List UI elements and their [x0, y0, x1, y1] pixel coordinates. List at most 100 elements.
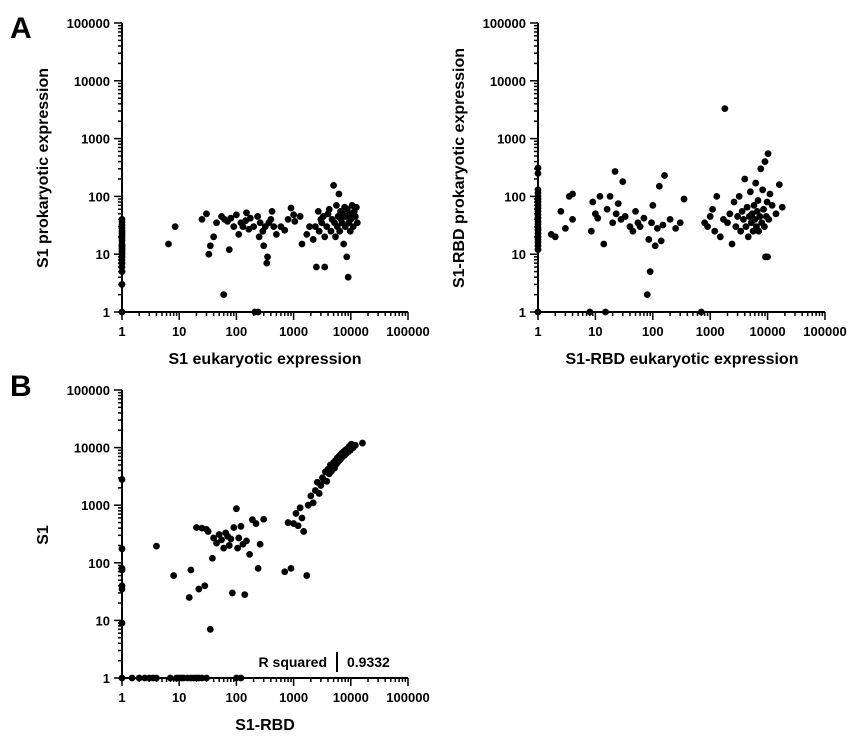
data-point [672, 224, 680, 232]
data-point [246, 550, 253, 558]
data-point [309, 236, 317, 243]
data-point [314, 208, 322, 215]
data-point [587, 227, 595, 235]
data-point [343, 253, 351, 261]
data-point [118, 545, 126, 553]
data-point [185, 594, 193, 601]
data-point [254, 213, 262, 220]
data-point [235, 534, 243, 542]
y-tick-label: 1 [103, 671, 110, 686]
data-point [738, 208, 746, 215]
data-point [606, 193, 614, 200]
data-point [711, 227, 719, 235]
data-point [629, 227, 637, 235]
x-tick-label: 100000 [386, 690, 429, 705]
data-point [534, 186, 542, 194]
data-point [643, 291, 651, 299]
data-point [340, 240, 348, 248]
data-point [344, 273, 352, 281]
data-point [557, 208, 565, 215]
data-point [740, 216, 747, 223]
data-point [284, 216, 292, 223]
y-tick-label: 100 [88, 556, 110, 571]
data-point [734, 213, 741, 220]
x-axis-title: S1-RBD [235, 717, 295, 734]
y-tick-label: 10 [512, 247, 526, 262]
y-tick-label: 10000 [74, 74, 110, 89]
data-point [228, 589, 236, 597]
data-point [205, 250, 213, 258]
data-point [761, 158, 769, 166]
data-point [757, 165, 765, 173]
data-point [218, 536, 225, 544]
data-point [260, 242, 268, 250]
data-point [561, 224, 569, 232]
data-point [118, 308, 126, 316]
data-point [649, 201, 657, 209]
x-tick-label: 100 [642, 324, 664, 339]
data-point [237, 522, 245, 530]
data-point [318, 219, 326, 227]
data-point [118, 281, 126, 288]
data-point [250, 223, 258, 231]
data-point [135, 674, 143, 682]
data-point [732, 223, 740, 231]
data-point [724, 219, 731, 227]
y-axis-title: S1 prokaryotic expression [35, 68, 52, 268]
data-point [569, 190, 576, 198]
data-point [353, 219, 361, 227]
data-point [534, 308, 542, 316]
y-tick-label: 1000 [497, 132, 526, 147]
data-point [230, 524, 238, 531]
data-point [778, 203, 786, 211]
x-tick-label: 100000 [803, 324, 846, 339]
data-point [239, 223, 247, 231]
data-point [256, 219, 264, 227]
data-point [118, 216, 126, 223]
y-axis-title: S1 [35, 525, 52, 545]
data-point [351, 441, 359, 449]
data-point [315, 227, 323, 235]
data-point [351, 213, 359, 220]
data-point [619, 178, 627, 186]
data-point [225, 246, 233, 254]
data-point [237, 674, 245, 682]
y-tick-label: 100000 [67, 16, 110, 31]
x-tick-label: 1 [118, 324, 125, 339]
data-point [764, 150, 772, 158]
data-point [311, 223, 319, 231]
data-point [315, 490, 323, 497]
x-axis-title: S1 eukaryotic expression [169, 351, 362, 368]
data-point [659, 221, 667, 229]
data-point [759, 186, 767, 194]
data-point [330, 181, 337, 189]
data-point [291, 217, 299, 225]
y-tick-label: 100000 [483, 16, 526, 31]
data-point [312, 263, 320, 271]
x-tick-label: 100000 [386, 324, 429, 339]
data-point [754, 197, 762, 204]
data-point [296, 213, 304, 220]
data-point [751, 216, 759, 223]
data-point [750, 201, 758, 209]
data-point [716, 233, 724, 241]
data-point [241, 591, 249, 599]
data-point [332, 233, 339, 241]
data-point [303, 231, 311, 238]
data-point [263, 259, 271, 267]
x-tick-label: 100 [226, 690, 248, 705]
y-tick-label: 10000 [490, 74, 526, 89]
data-point [534, 169, 542, 177]
data-point [281, 568, 289, 576]
data-point [594, 214, 602, 222]
panel-letter-b: B [10, 370, 32, 403]
x-tick-label: 10000 [750, 324, 786, 339]
data-point [614, 200, 622, 208]
data-point [166, 674, 174, 682]
data-point [730, 198, 738, 206]
data-point [648, 219, 655, 227]
data-point [612, 210, 620, 218]
data-point [676, 219, 684, 227]
data-point [287, 204, 295, 212]
